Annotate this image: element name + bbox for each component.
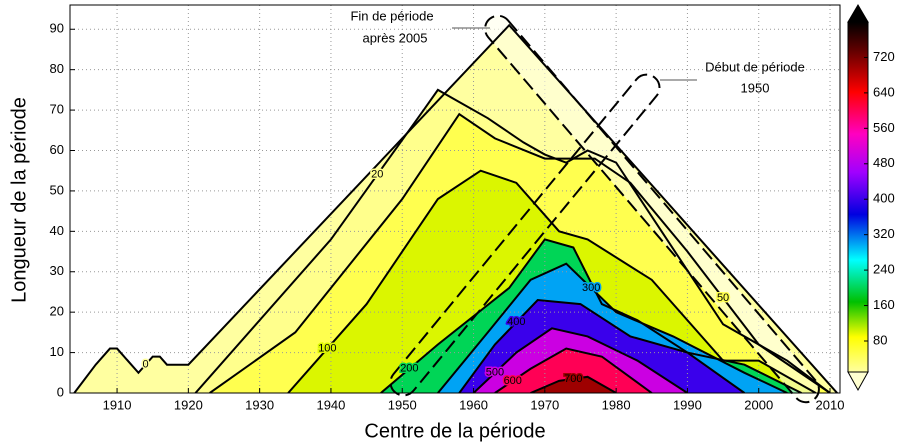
- colorbar-tick-label: 240: [873, 262, 895, 277]
- colorbar-tick-label: 640: [873, 84, 895, 99]
- colorbar-tick-label: 480: [873, 155, 895, 170]
- contour-label: 600: [504, 375, 522, 387]
- colorbar-tick-label: 400: [873, 191, 895, 206]
- y-tick-label: 80: [50, 61, 64, 76]
- contour-line: [73, 23, 838, 393]
- plot-frame: [69, 4, 841, 394]
- contour-line: [209, 112, 831, 393]
- colorbar: [847, 4, 869, 392]
- contour-label: 200: [400, 363, 418, 375]
- x-tick-label: 1960: [459, 397, 488, 412]
- x-tick-label: 2010: [816, 397, 845, 412]
- colorbar-tick-label: 80: [873, 332, 887, 347]
- y-tick-label: 10: [50, 344, 64, 359]
- contour-label: 20: [371, 169, 383, 181]
- x-tick-label: 1910: [103, 397, 132, 412]
- x-tick-label: 1920: [174, 397, 203, 412]
- contour-line: [194, 88, 831, 393]
- contour-line: [494, 347, 653, 393]
- contour-label: 500: [486, 367, 504, 379]
- contour-line: [472, 327, 688, 393]
- annotation: après 2005: [362, 30, 427, 45]
- colorbar-body: [847, 21, 869, 373]
- y-tick-label: 60: [50, 142, 64, 157]
- x-tick-label: 1930: [245, 397, 274, 412]
- colorbar-tick-label: 320: [873, 226, 895, 241]
- start-capsule: [389, 73, 661, 397]
- colorbar-arrow: [847, 371, 869, 392]
- colorbar-tick-label: 720: [873, 49, 895, 64]
- x-tick-label: 1950: [388, 397, 417, 412]
- colorbar-arrow: [847, 4, 869, 23]
- annotation: Début de période: [705, 59, 805, 74]
- x-axis-label: Centre de la période: [364, 420, 545, 442]
- annotation: 1950: [741, 80, 770, 95]
- contour-line: [437, 262, 788, 393]
- y-tick-label: 50: [50, 182, 64, 197]
- contour-label: 700: [564, 373, 582, 385]
- contour-line: [287, 169, 817, 393]
- contour-fill: [494, 348, 652, 393]
- contour-label: 300: [582, 282, 600, 294]
- y-tick-label: 0: [57, 384, 64, 399]
- colorbar-tick-label: 160: [873, 297, 895, 312]
- y-axis-label: Longueur de la période: [8, 97, 30, 303]
- x-tick-label: 1990: [673, 397, 702, 412]
- colorbar-tick-label: 560: [873, 120, 895, 135]
- contour-line: [458, 299, 746, 393]
- x-tick-label: 1970: [530, 397, 559, 412]
- contour-label: 0: [143, 359, 149, 371]
- annotation: Fin de période: [350, 8, 433, 23]
- contour-line: [530, 375, 617, 393]
- y-tick-label: 90: [50, 21, 64, 36]
- x-tick-label: 1980: [602, 397, 631, 412]
- contour-label: 50: [717, 292, 729, 304]
- y-tick-label: 20: [50, 304, 64, 319]
- contour-label: 100: [318, 342, 336, 354]
- y-tick-label: 30: [50, 263, 64, 278]
- y-tick-label: 40: [50, 223, 64, 238]
- contour-fill: [530, 376, 617, 393]
- x-tick-label: 1940: [316, 397, 345, 412]
- y-tick-label: 70: [50, 102, 64, 117]
- contour-label: 400: [507, 316, 525, 328]
- x-tick-label: 2000: [744, 397, 773, 412]
